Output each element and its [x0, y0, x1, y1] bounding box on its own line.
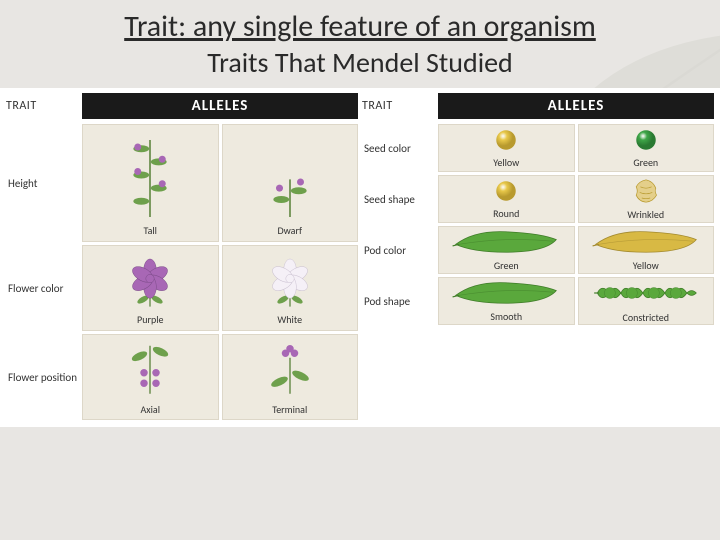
allele-label: Smooth — [490, 310, 522, 323]
pod-constricted-icon — [581, 278, 712, 308]
allele-pair: Tall Dwarf — [82, 124, 358, 242]
trait-row: Seed shape Round Wrinkled — [362, 175, 714, 223]
allele-label: Purple — [137, 313, 163, 326]
allele-label: Green — [633, 156, 658, 169]
allele-cell: Yellow — [578, 226, 715, 274]
allele-cell: Dwarf — [222, 124, 359, 242]
pos-axial-icon — [85, 338, 216, 400]
allele-cell: Green — [438, 226, 575, 274]
allele-cell: Axial — [82, 334, 219, 420]
traits-table: TRAIT ALLELES Height Tall DwarfFlower co… — [0, 88, 720, 427]
pod-green-icon — [441, 228, 572, 256]
trait-name-label: Flower color — [6, 245, 82, 331]
trait-name-label: Flower position — [6, 334, 82, 420]
allele-label: Wrinkled — [627, 208, 664, 221]
seed-wrinkled-icon — [581, 177, 712, 205]
trait-name-label: Seed shape — [362, 175, 438, 223]
seed-round-icon — [441, 178, 572, 204]
allele-cell: Tall — [82, 124, 219, 242]
allele-cell: White — [222, 245, 359, 331]
trait-name-label: Pod color — [362, 226, 438, 274]
allele-pair: Axial Terminal — [82, 334, 358, 420]
trait-row: Flower color Purple White — [6, 245, 358, 331]
allele-label: Axial — [141, 403, 161, 416]
allele-label: Terminal — [272, 403, 307, 416]
allele-pair: Smooth Constricted — [438, 277, 714, 325]
allele-label: Yellow — [493, 156, 519, 169]
allele-label: Dwarf — [277, 224, 302, 237]
allele-cell: Wrinkled — [578, 175, 715, 223]
allele-cell: Purple — [82, 245, 219, 331]
right-column: TRAIT ALLELES Seed color Yellow GreenSee… — [362, 92, 714, 423]
allele-label: White — [277, 313, 302, 326]
trait-row: Pod shape Smooth Constricted — [362, 277, 714, 325]
allele-label: Yellow — [633, 259, 659, 272]
flower-white-icon — [225, 250, 356, 310]
trait-name-label: Height — [6, 124, 82, 242]
trait-row: Flower position Axial Terminal — [6, 334, 358, 420]
allele-pair: Purple White — [82, 245, 358, 331]
column-header-left: TRAIT ALLELES — [6, 92, 358, 120]
seed-yellow-icon — [441, 127, 572, 153]
allele-pair: Round Wrinkled — [438, 175, 714, 223]
trait-row: Pod color Green Yellow — [362, 226, 714, 274]
header: Trait: any single feature of an organism… — [0, 0, 720, 86]
left-column: TRAIT ALLELES Height Tall DwarfFlower co… — [6, 92, 358, 423]
plant-dwarf-icon — [225, 129, 356, 221]
allele-cell: Round — [438, 175, 575, 223]
flower-purple-icon — [85, 250, 216, 310]
trait-header-label: TRAIT — [362, 99, 438, 113]
trait-row: Height Tall Dwarf — [6, 124, 358, 242]
trait-header-label: TRAIT — [6, 99, 82, 113]
allele-cell: Green — [578, 124, 715, 172]
allele-cell: Smooth — [438, 277, 575, 325]
allele-label: Constricted — [623, 311, 670, 324]
alleles-header-label: ALLELES — [82, 93, 358, 119]
trait-name-label: Seed color — [362, 124, 438, 172]
allele-pair: Green Yellow — [438, 226, 714, 274]
allele-pair: Yellow Green — [438, 124, 714, 172]
page-title: Trait: any single feature of an organism — [20, 8, 700, 45]
trait-row: Seed color Yellow Green — [362, 124, 714, 172]
trait-name-label: Pod shape — [362, 277, 438, 325]
allele-cell: Terminal — [222, 334, 359, 420]
column-header-right: TRAIT ALLELES — [362, 92, 714, 120]
allele-cell: Yellow — [438, 124, 575, 172]
allele-label: Tall — [144, 224, 157, 237]
allele-cell: Constricted — [578, 277, 715, 325]
pod-smooth-icon — [441, 279, 572, 307]
pod-yellow-icon — [581, 228, 712, 256]
alleles-header-label: ALLELES — [438, 93, 714, 119]
allele-label: Round — [493, 207, 519, 220]
page-subtitle: Traits That Mendel Studied — [20, 45, 700, 80]
plant-tall-icon — [85, 129, 216, 221]
pos-terminal-icon — [225, 338, 356, 400]
seed-green-icon — [581, 127, 712, 153]
allele-label: Green — [494, 259, 519, 272]
